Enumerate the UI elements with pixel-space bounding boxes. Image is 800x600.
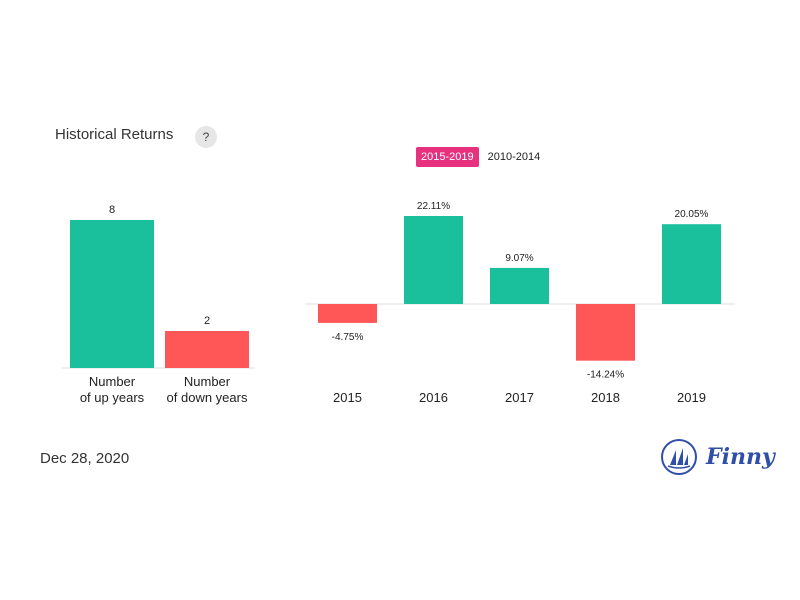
bar-down-years (165, 331, 249, 368)
brand-logo: Finny (660, 438, 775, 476)
tab-2015-2019[interactable]: 2015-2019 (416, 147, 479, 167)
help-button[interactable]: ? (195, 126, 217, 148)
category-label-up-years-line2: of up years (80, 390, 145, 405)
data-label-2018: -14.24% (587, 370, 624, 381)
page-title: Historical Returns (55, 126, 174, 143)
bar-2018 (576, 304, 635, 361)
tick-label-2017: 2017 (505, 390, 534, 405)
brand-name: Finny (706, 444, 775, 470)
tick-label-2015: 2015 (333, 390, 362, 405)
data-label-2017: 9.07% (505, 253, 533, 264)
bar-2015 (318, 304, 377, 323)
tick-label-2018: 2018 (591, 390, 620, 405)
data-label-down-years: 2 (204, 315, 210, 327)
data-label-up-years: 8 (109, 204, 115, 216)
category-label-down-years-line1: Number (184, 374, 231, 389)
bar-2016 (404, 216, 463, 304)
bar-up-years (70, 220, 154, 368)
bar-2017 (490, 267, 549, 304)
tab-2010-2014[interactable]: 2010-2014 (487, 151, 541, 163)
data-label-2015: -4.75% (332, 332, 364, 343)
tick-label-2016: 2016 (419, 390, 448, 405)
bar-2019 (662, 224, 721, 304)
tick-label-2019: 2019 (677, 390, 706, 405)
category-label-down-years-line2: of down years (167, 390, 248, 405)
data-label-2019: 20.05% (675, 209, 709, 220)
sailboat-icon (661, 439, 697, 475)
as-of-date: Dec 28, 2020 (40, 450, 130, 467)
period-tabs: 2015-2019 2010-2014 (416, 147, 545, 167)
data-label-2016: 22.11% (417, 201, 450, 212)
category-label-up-years-line1: Number (89, 374, 136, 389)
